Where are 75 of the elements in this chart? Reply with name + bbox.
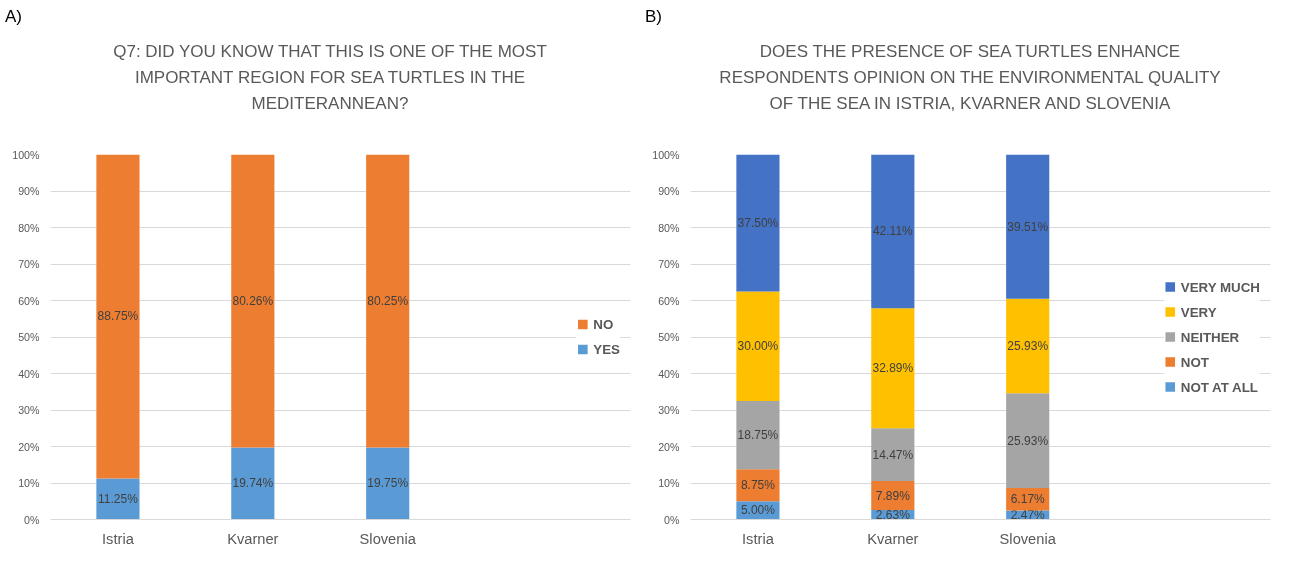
x-tick-label: Kvarner — [867, 530, 919, 547]
data-label: 25.93% — [1007, 433, 1049, 448]
x-tick-label: Istria — [742, 530, 775, 547]
y-tick-label: 30% — [658, 404, 681, 416]
data-label: 37.50% — [737, 215, 779, 230]
bar — [871, 428, 915, 482]
y-tick-label: 60% — [658, 294, 681, 307]
bar — [366, 447, 410, 520]
y-tick-label: 50% — [658, 331, 681, 343]
bar — [366, 154, 410, 448]
bar — [231, 154, 275, 448]
y-tick-label: 70% — [18, 258, 41, 270]
data-label: 2.63% — [875, 507, 911, 522]
x-tick-label: Kvarner — [227, 530, 279, 547]
legend-label: NOT AT ALL — [1180, 379, 1258, 394]
y-tick-label: 80% — [18, 221, 41, 234]
text: A) — [5, 6, 22, 28]
legend-label: NEITHER — [1180, 329, 1240, 344]
data-label: 80.26% — [232, 293, 274, 308]
data-label: 7.89% — [875, 488, 911, 503]
x-tick-label: Slovenia — [359, 530, 417, 547]
data-label: 2.47% — [1010, 507, 1046, 522]
data-label: 39.51% — [1007, 219, 1049, 234]
y-tick-label: 90% — [658, 185, 681, 197]
legend-label: NO — [593, 316, 614, 332]
data-label: 18.75% — [737, 428, 779, 443]
y-tick-label: 10% — [658, 477, 681, 489]
x-tick-label: Slovenia — [999, 530, 1057, 547]
y-tick-label: 80% — [658, 221, 681, 234]
legend-label: YES — [593, 341, 620, 357]
chart-title: Q7: DID YOU KNOW THAT THIS IS ONE OF THE MOST IMPORTANT REGION FOR SEA TURTLES IN THE MEDITERANNEAN? — [112, 41, 548, 115]
bar — [1006, 154, 1050, 299]
y-tick-label: 30% — [18, 404, 41, 416]
data-label: 42.11% — [872, 224, 914, 239]
bar — [1006, 393, 1050, 488]
y-tick-label: 20% — [18, 440, 41, 453]
y-tick-label: 40% — [18, 367, 41, 380]
data-label: 5.00% — [740, 503, 776, 518]
data-label: 11.25% — [98, 491, 139, 506]
y-tick-label: 60% — [18, 294, 41, 307]
legend-label: VERY MUCH — [1180, 279, 1260, 294]
bar — [871, 308, 915, 429]
bar — [736, 400, 780, 470]
data-label: 8.75% — [740, 478, 776, 493]
bar — [96, 154, 140, 479]
y-tick-label: 100% — [12, 148, 41, 161]
y-tick-label: 50% — [18, 331, 41, 343]
data-label: 6.17% — [1010, 492, 1046, 507]
y-tick-label: 40% — [658, 367, 681, 380]
data-label: 30.00% — [737, 339, 779, 354]
x-tick-label: Istria — [102, 530, 135, 547]
data-label: 80.25% — [367, 293, 409, 308]
y-tick-label: 0% — [664, 513, 681, 526]
y-tick-label: 100% — [652, 148, 681, 161]
y-tick-label: 10% — [18, 477, 41, 489]
legend-label: VERY — [1180, 304, 1217, 319]
data-label: 25.93% — [1007, 339, 1049, 353]
data-label: 14.47% — [872, 447, 914, 462]
data-label: 19.74% — [232, 476, 274, 491]
y-tick-label: 70% — [658, 258, 681, 270]
bar — [871, 154, 915, 309]
y-tick-label: 0% — [24, 513, 41, 526]
data-label: 32.89% — [872, 361, 914, 376]
bar — [736, 154, 780, 292]
y-tick-label: 90% — [18, 185, 41, 197]
text: B) — [645, 6, 662, 28]
data-label: 88.75% — [97, 309, 139, 324]
y-tick-label: 20% — [658, 440, 681, 453]
legend-label: NOT — [1180, 354, 1209, 369]
bar — [1006, 298, 1050, 394]
bar — [736, 291, 780, 401]
data-label: 19.75% — [367, 476, 409, 491]
bar — [96, 478, 140, 520]
chart-title: DOES THE PRESENCE OF SEA TURTLES ENHANCE RESPONDENTS OPINION ON THE ENVIRONMENTAL QUALITY OF THE SEA IN ISTRIA, KVARNER AND SLOVENIA — [718, 41, 1222, 115]
bar — [231, 447, 275, 520]
